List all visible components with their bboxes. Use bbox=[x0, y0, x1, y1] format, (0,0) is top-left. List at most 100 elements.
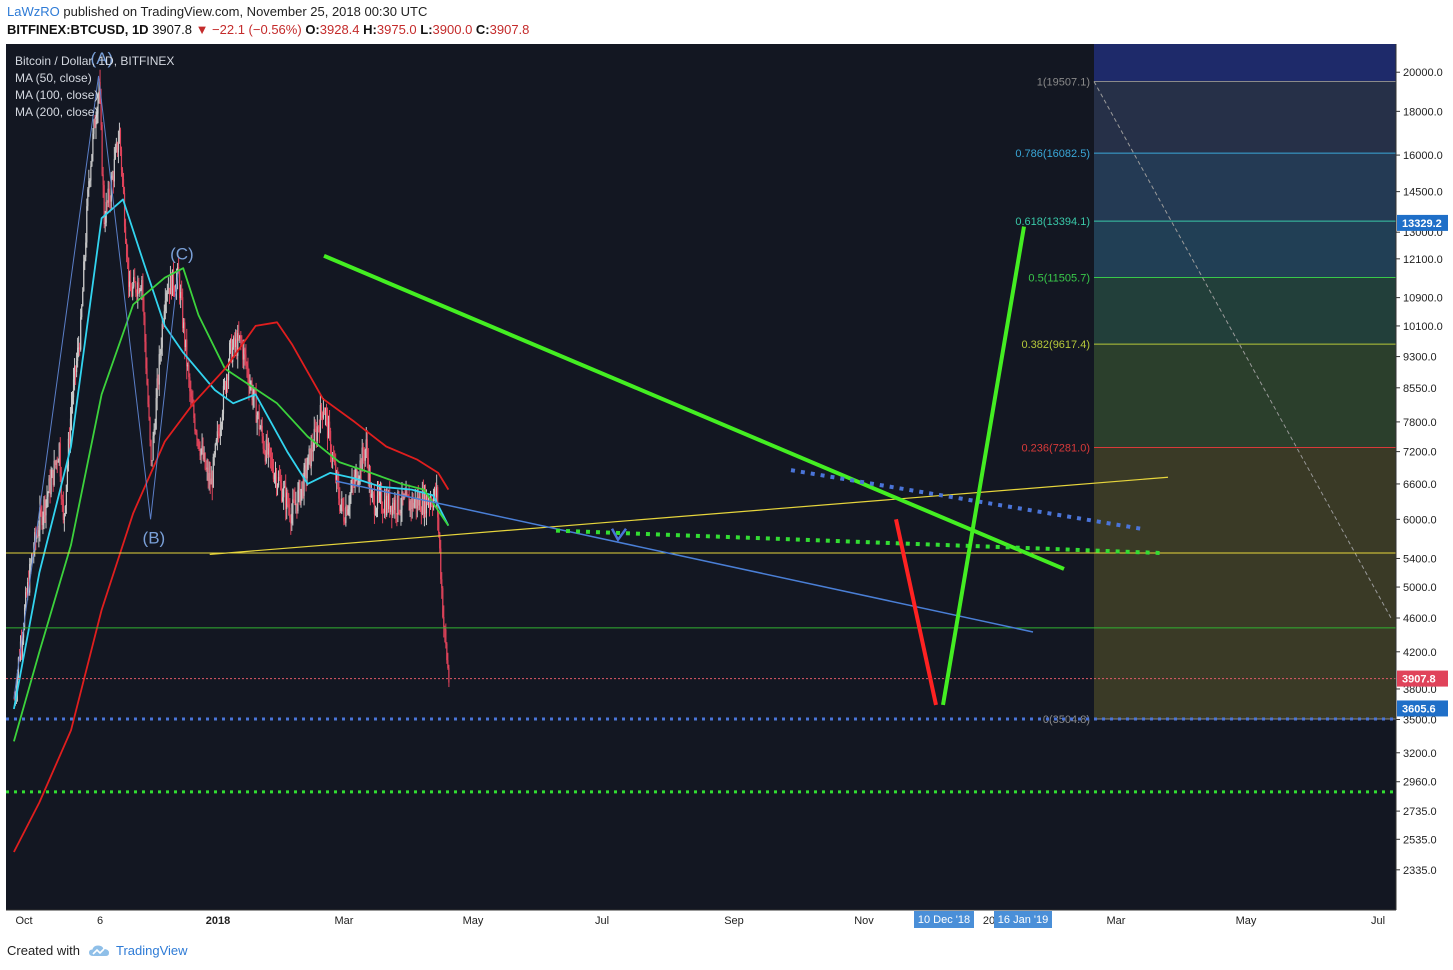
fib-zone-4 bbox=[1094, 344, 1396, 448]
candle-body bbox=[395, 499, 397, 514]
candle-body bbox=[263, 448, 265, 453]
candle-body bbox=[43, 499, 45, 517]
candle-body bbox=[201, 445, 203, 450]
candle-body bbox=[378, 491, 381, 496]
candle-body bbox=[363, 456, 365, 461]
candle-body bbox=[182, 297, 184, 329]
candle-body bbox=[90, 166, 92, 181]
fib-label-5: 0.236(7281.0) bbox=[1022, 442, 1091, 454]
candle-body bbox=[232, 347, 234, 362]
candle-body bbox=[194, 418, 196, 432]
candle-body bbox=[236, 339, 238, 356]
y-tick-label-20: 3500.0 bbox=[1403, 715, 1437, 727]
chart-canvas[interactable]: 1(19507.1) 0.786(16082.5) 0.618(13394.1) 0.… bbox=[6, 32, 1449, 931]
date-label-bg-0 bbox=[914, 911, 974, 928]
candle-body bbox=[106, 201, 108, 203]
candle-body bbox=[189, 377, 191, 392]
candle-body bbox=[306, 469, 308, 479]
candle-body bbox=[108, 188, 110, 201]
price-label-bg-1 bbox=[1397, 670, 1448, 687]
candle-body bbox=[429, 500, 432, 505]
candle-body bbox=[274, 473, 277, 476]
symbol-line: BITFINEX:BTCUSD, 1D 3907.8 ▼ −22.1 (−0.5… bbox=[7, 22, 529, 37]
tradingview-link[interactable]: TradingView bbox=[115, 943, 188, 958]
candle-body bbox=[13, 698, 15, 700]
candle-body bbox=[362, 447, 364, 457]
candle-body bbox=[294, 499, 296, 505]
candle-body bbox=[276, 485, 279, 490]
candle-body bbox=[180, 292, 182, 298]
candle-body bbox=[329, 430, 332, 456]
published-text: published on TradingView.com, November 2… bbox=[63, 4, 428, 19]
y-tick-label-1: 20000.0 bbox=[1403, 67, 1443, 79]
candle-body bbox=[209, 473, 211, 485]
candle-body bbox=[284, 486, 286, 488]
candle-body bbox=[39, 507, 41, 531]
candle-body bbox=[303, 467, 305, 496]
candle-body bbox=[214, 444, 216, 455]
candle-body bbox=[107, 188, 109, 203]
candle-body bbox=[160, 347, 162, 355]
candle-body bbox=[288, 504, 290, 508]
candle-body bbox=[53, 460, 55, 485]
arrow-marker bbox=[610, 528, 628, 543]
candle-body bbox=[155, 398, 157, 429]
candle-body bbox=[27, 582, 29, 596]
candle-body bbox=[253, 389, 255, 397]
x-tick-label-9: Mar bbox=[1107, 915, 1126, 927]
candle-body bbox=[401, 491, 403, 510]
candle-body bbox=[171, 269, 174, 296]
candle-body bbox=[198, 439, 200, 449]
candle-body bbox=[375, 509, 378, 514]
candle-body bbox=[341, 498, 343, 505]
candle-body bbox=[41, 509, 43, 526]
candle-body bbox=[246, 363, 248, 367]
candle-body bbox=[398, 491, 400, 513]
x-tick-label-10: May bbox=[1236, 915, 1257, 927]
candle-body bbox=[36, 535, 38, 540]
candle-body bbox=[353, 482, 355, 484]
candle-body bbox=[283, 487, 285, 498]
created-with-text: Created with bbox=[7, 943, 80, 958]
candle-body bbox=[312, 449, 314, 452]
candle-body bbox=[376, 489, 379, 510]
y-tick-label-19: 3800.0 bbox=[1403, 684, 1437, 696]
candle-body bbox=[84, 257, 86, 262]
y-tick-label-14: 6000.0 bbox=[1403, 514, 1437, 526]
candle-body bbox=[416, 497, 418, 509]
candle-body bbox=[391, 505, 393, 516]
author-link[interactable]: LaWzRO bbox=[7, 4, 60, 19]
candle-body bbox=[71, 397, 74, 405]
candle-body bbox=[365, 439, 367, 450]
candle-body bbox=[325, 410, 328, 414]
candle-body bbox=[88, 181, 90, 190]
candle-body bbox=[173, 288, 176, 291]
price-chart[interactable]: 1(19507.1) 0.786(16082.5) 0.618(13394.1) 0.… bbox=[6, 32, 1449, 931]
candle-body bbox=[338, 482, 340, 499]
candle-body bbox=[95, 120, 97, 128]
candle-body bbox=[368, 471, 370, 482]
fib-label-3: 0.5(11505.7) bbox=[1028, 273, 1090, 285]
candle-body bbox=[154, 428, 156, 430]
candle-body bbox=[101, 124, 103, 175]
candle-body bbox=[219, 427, 222, 437]
candle-body bbox=[267, 443, 269, 455]
candle-body bbox=[83, 261, 85, 292]
candle-body bbox=[270, 456, 273, 460]
candle-body bbox=[419, 496, 421, 512]
fib-zone-5 bbox=[1094, 447, 1396, 719]
wave-path bbox=[13, 75, 179, 699]
candle-body bbox=[345, 506, 347, 523]
candle-body bbox=[384, 499, 386, 513]
candle-body bbox=[387, 495, 389, 510]
candle-body bbox=[226, 377, 229, 381]
candle-body bbox=[187, 365, 189, 367]
candle-body bbox=[350, 489, 352, 495]
candle-body bbox=[98, 81, 100, 96]
candle-body bbox=[26, 592, 28, 596]
candle-body bbox=[58, 443, 60, 461]
candle-body bbox=[320, 405, 322, 413]
y-tick-label-21: 3200.0 bbox=[1403, 748, 1437, 760]
candle-body bbox=[92, 133, 94, 155]
candle-body bbox=[254, 389, 256, 394]
